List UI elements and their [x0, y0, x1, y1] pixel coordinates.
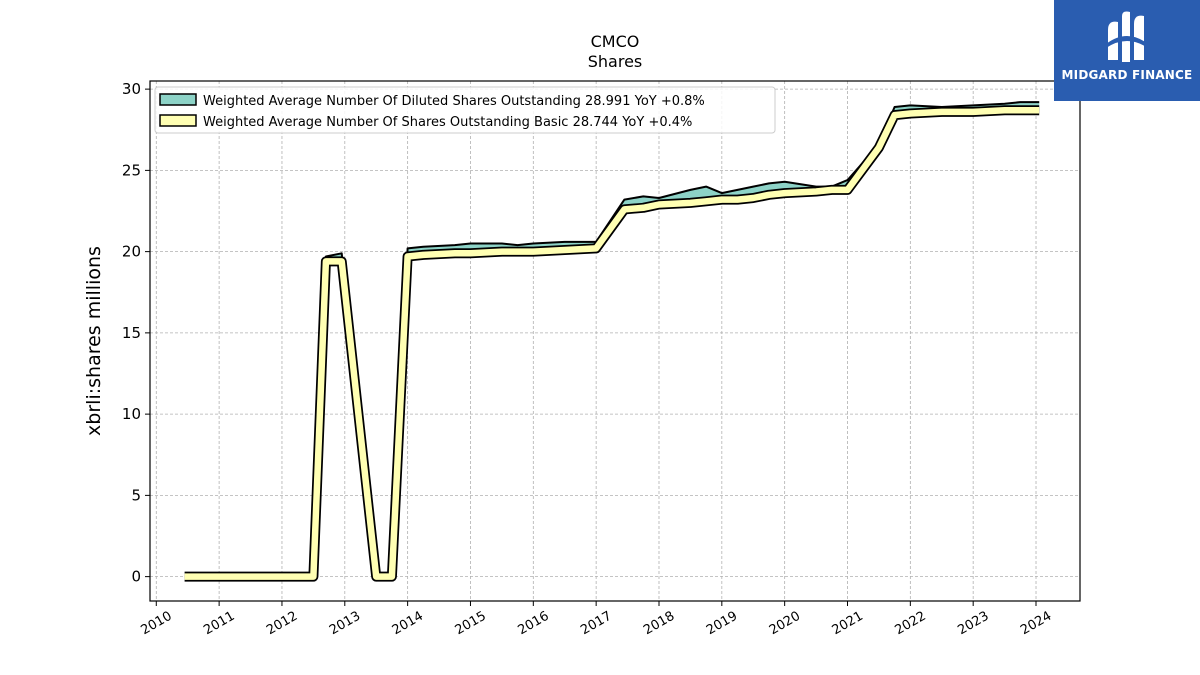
- x-tick-label: 2020: [767, 609, 803, 639]
- legend-label-basic: Weighted Average Number Of Shares Outsta…: [203, 115, 692, 130]
- x-tick-label: 2015: [453, 609, 489, 639]
- legend: Weighted Average Number Of Diluted Share…: [154, 86, 776, 134]
- x-tick-label: 2024: [1018, 609, 1054, 639]
- x-tick-label: 2019: [704, 609, 740, 639]
- y-tick-label: 25: [122, 161, 141, 179]
- x-tick-label: 2017: [578, 609, 614, 639]
- x-tick-label: 2012: [264, 609, 300, 639]
- basic-series-line: [184, 107, 1040, 580]
- x-tick-label: 2014: [390, 609, 426, 639]
- brand-logo: MIDGARD FINANCE: [1054, 0, 1200, 101]
- basic-series-outline: [184, 105, 1040, 582]
- legend-box: [154, 86, 776, 134]
- x-tick-label: 2022: [893, 609, 929, 639]
- y-axis: 0 5 10 15 20 25 30: [122, 80, 150, 586]
- y-tick-label: 15: [122, 324, 141, 342]
- x-tick-label: 2010: [138, 609, 174, 639]
- legend-swatch-diluted: [159, 93, 197, 106]
- y-axis-label: xbrli:shares millions: [83, 246, 105, 436]
- x-tick-label: 2011: [201, 609, 237, 639]
- y-tick-label: 10: [122, 405, 141, 423]
- chart-subtitle: Shares: [588, 52, 643, 71]
- y-tick-label: 30: [122, 80, 141, 98]
- grid: [150, 81, 1080, 601]
- legend-label-diluted: Weighted Average Number Of Diluted Share…: [203, 94, 705, 109]
- y-tick-label: 20: [122, 243, 141, 261]
- legend-swatch-basic: [159, 114, 197, 127]
- brand-name: MIDGARD FINANCE: [1061, 68, 1193, 82]
- y-tick-label: 0: [131, 568, 141, 586]
- x-axis: 2010 2011 2012 2013 2014 2015 2016 2017 2018 2019…: [138, 601, 1054, 638]
- series-layer: [184, 101, 1040, 582]
- x-tick-label: 2013: [327, 609, 363, 639]
- x-tick-label: 2016: [515, 609, 551, 639]
- x-tick-label: 2018: [641, 609, 677, 639]
- y-tick-label: 5: [131, 486, 141, 504]
- plot-frame: [149, 80, 1081, 602]
- midgard-logo-icon: [1106, 11, 1148, 62]
- x-tick-label: 2021: [830, 609, 866, 639]
- chart-title: CMCO: [591, 32, 640, 51]
- x-tick-label: 2023: [955, 609, 991, 639]
